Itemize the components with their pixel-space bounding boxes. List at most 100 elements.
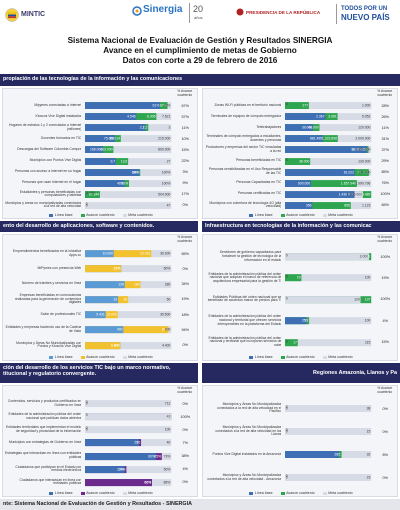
value-label: 67% <box>160 103 167 107</box>
value-label: 2,1 <box>140 126 145 130</box>
value-label: 0 <box>286 339 288 343</box>
value-label: 89.214 <box>110 137 120 141</box>
pct-label: 29% <box>381 159 390 164</box>
category-label: Empresas beneficiadas en convocatorias r… <box>14 292 82 305</box>
bar-row: 63%64% 100% <box>85 168 172 176</box>
value-label: 25 <box>135 441 139 445</box>
legend-label: Meta cuatrienio <box>328 491 353 495</box>
section-header: ción del desarrollo de los servicios TIC… <box>0 363 198 383</box>
chart-panel: % Avance cuatrienio Emprendimientos benef… <box>2 234 198 361</box>
category-label: Entidades y empresas haciendo uso de la … <box>5 325 82 334</box>
value-label: 215.000 <box>158 137 170 141</box>
value-label: 2,2 <box>143 126 148 130</box>
legend-item: Línea base <box>49 491 73 495</box>
legend-item: Línea base <box>249 491 273 495</box>
value-label: 1.990.796 <box>356 181 371 185</box>
value-label: 0 <box>86 400 88 404</box>
legend-swatch <box>49 491 54 495</box>
bar <box>285 113 326 121</box>
legend-swatch <box>49 213 54 217</box>
logo-text: PRESIDENCIA DE LA REPÚBLICA <box>246 10 321 15</box>
bar <box>285 317 372 325</box>
legend-label: Meta cuatrienio <box>128 491 153 495</box>
value-label: 120.000 <box>358 126 370 130</box>
value-label: 75.000 <box>104 137 114 141</box>
bar-row: 0 277 1.000 <box>285 102 372 109</box>
value-label: 0 <box>286 429 288 433</box>
value-label: 30 <box>124 297 128 301</box>
bar-row: 129 180 280 <box>85 280 172 288</box>
pct-label: 7% <box>182 440 189 445</box>
value-label: 263.000 <box>101 148 113 152</box>
bar <box>85 102 161 109</box>
value-label: 15 <box>367 429 371 433</box>
legend-item: Avance cuatrienio <box>280 213 315 217</box>
value-label: 51% <box>122 181 129 185</box>
bar-row: 00 712 <box>85 400 172 408</box>
logo-text: años <box>194 15 203 20</box>
value-label: 39.500 <box>160 313 170 317</box>
value-label: 43 <box>167 415 171 419</box>
bar <box>285 157 372 165</box>
bar <box>285 190 355 198</box>
legend-label: Línea base <box>54 355 73 359</box>
bar <box>85 190 101 198</box>
category-label: Municipios y Áreas No Municipalizadas co… <box>207 472 282 481</box>
bar <box>85 113 137 121</box>
pct-header: % Avance cuatrienio <box>377 89 393 97</box>
divider <box>189 3 190 23</box>
logo-text: TODOS POR UN <box>341 6 388 12</box>
logo-text: MINTIC <box>21 11 46 18</box>
value-label: 2.000 <box>86 191 95 195</box>
value-label: 66% <box>145 480 152 484</box>
value-label: 0 <box>286 275 288 279</box>
value-label: 400 <box>117 328 123 332</box>
bar <box>85 413 172 421</box>
bar <box>85 190 172 198</box>
legend-swatch <box>122 213 127 217</box>
value-label: 24% <box>119 467 126 471</box>
value-label: 870 <box>162 328 168 332</box>
legend-item: Línea base <box>249 213 273 217</box>
bar <box>85 124 146 132</box>
pct-label: 65% <box>381 203 390 208</box>
legend-swatch <box>80 355 85 359</box>
legend-label: Avance cuatrienio <box>86 213 115 217</box>
category-label: Municipios y Áreas No Municipalizadas co… <box>16 340 82 349</box>
value-label: 1.600.000 <box>347 192 362 196</box>
bar-row: 00 47 <box>85 201 172 209</box>
value-label: 180 <box>134 282 140 286</box>
chart-panel: % Avance cuatrienio Zonas Wi-Fi públicas … <box>202 88 398 219</box>
value-label: 137 <box>365 297 371 301</box>
section-header: propiación de las tecnologías de la info… <box>0 74 400 86</box>
value-label: 64% <box>133 170 140 174</box>
bar-row: 66%66% 85% <box>85 478 172 486</box>
value-label: 6.305 <box>147 115 156 119</box>
value-label: 0 <box>86 401 88 405</box>
value-label: 10.000 <box>103 252 113 256</box>
presidencia-emblem <box>236 8 244 16</box>
legend-swatch <box>249 213 254 217</box>
value-label: 81.022 <box>344 170 354 174</box>
mintic-emblem <box>5 8 19 22</box>
category-label: Personas beneficiadas en TIC <box>236 158 282 163</box>
value-label: 17 <box>293 340 297 344</box>
category-label: Ciudadanos que interactúan en línea con … <box>19 477 82 486</box>
title-block: Sistema Nacional de Evaluación de Gestió… <box>0 36 400 66</box>
pct-label: 19% <box>381 276 390 281</box>
value-label: 115 <box>365 340 371 344</box>
legend-swatch <box>322 355 327 359</box>
legend-label: Línea base <box>54 213 73 217</box>
value-label: 168.000 <box>90 148 102 152</box>
bar-row: 600.000 1.657.940 1.990.796 <box>285 179 372 187</box>
category-label: Entidades de la administración pública d… <box>208 271 282 283</box>
value-label: 280 <box>165 282 171 286</box>
legend-item: Línea base <box>49 213 73 217</box>
legend-item: Meta cuatrienio <box>122 355 153 359</box>
pct-header: % Avance cuatrienio <box>377 235 393 243</box>
value-label: 1.123 <box>362 203 371 207</box>
pct-label: 15% <box>181 147 190 152</box>
